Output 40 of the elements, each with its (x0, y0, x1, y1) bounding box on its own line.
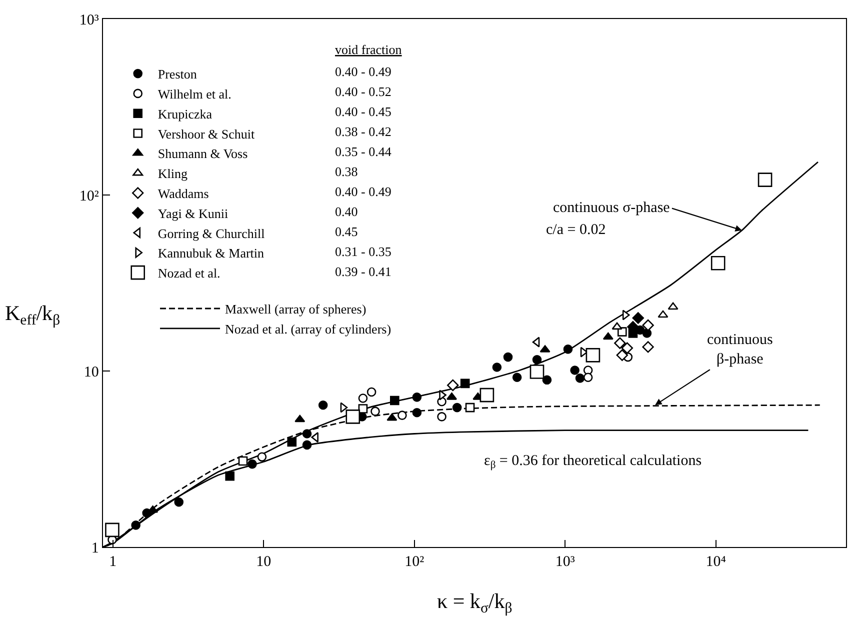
annotation: 0.38 - 0.42 (335, 124, 392, 139)
annotation: c/a = 0.02 (546, 222, 606, 238)
annotation: 0.40 (335, 204, 358, 219)
x-tick-label: 10⁴ (706, 554, 726, 570)
legend-label: Preston (158, 66, 198, 82)
annotation: 0.40 - 0.45 (335, 104, 392, 119)
legend-label: Shumann & Voss (158, 146, 248, 162)
annotation: 0.40 - 0.49 (335, 64, 392, 79)
annotation: 0.35 - 0.44 (335, 144, 392, 159)
annotation: void fraction (335, 42, 402, 57)
y-axis-title: K$_{eff}$/k$_{β}$ (5, 301, 60, 328)
annotation: 0.40 - 0.49 (335, 184, 392, 199)
legend-label: Waddams (158, 186, 209, 202)
x-tick-label: 10² (404, 554, 425, 570)
legend-label: Kling (158, 166, 188, 182)
legend-label: Vershoor & Schuit (158, 126, 256, 142)
legend-label: Krupiczka (158, 106, 212, 122)
annotation: 0.45 (335, 224, 358, 239)
y-tick-label: 10³ (79, 12, 100, 28)
legend-label: Nozad et al. (array of cylinders) (225, 321, 392, 336)
annotation: 0.39 - 0.41 (335, 264, 392, 279)
y-tick-label: 1 (91, 540, 99, 556)
x-axis-title: κ = k$_{σ}$/k$_{β}$ (437, 589, 512, 616)
annotation: ε$_{β}$ = 0.36 for theoretical calculations (484, 453, 702, 472)
annotation: 0.31 - 0.35 (335, 244, 392, 259)
legend-label: Kannubuk & Martin (158, 246, 265, 261)
legend-label: Gorring & Churchill (158, 226, 266, 241)
legend-label: Wilhelm et al. (158, 86, 232, 102)
annotation: continuous β-phase (707, 332, 773, 368)
y-tick-label: 10² (79, 188, 100, 204)
legend-label: Yagi & Kunii (158, 206, 228, 221)
legend-label: Nozad et al. (158, 266, 220, 281)
legend-label: Maxwell (array of spheres) (225, 302, 366, 317)
annotation: 0.38 (335, 164, 358, 179)
annotation: continuous σ-phase (553, 200, 670, 216)
annotation: 0.40 - 0.52 (335, 84, 392, 99)
x-tick-label: 10³ (555, 554, 576, 570)
x-tick-label: 1 (109, 554, 117, 570)
x-tick-label: 10 (256, 554, 272, 570)
y-tick-label: 10 (84, 364, 99, 380)
